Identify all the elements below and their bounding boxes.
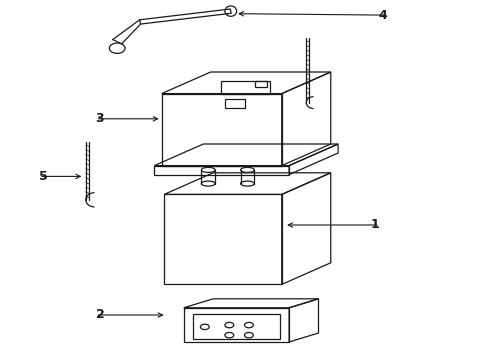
Text: 4: 4 — [378, 9, 387, 22]
Text: 5: 5 — [39, 170, 48, 183]
Text: 1: 1 — [371, 219, 380, 231]
Text: 2: 2 — [96, 309, 104, 321]
Text: 3: 3 — [96, 112, 104, 125]
